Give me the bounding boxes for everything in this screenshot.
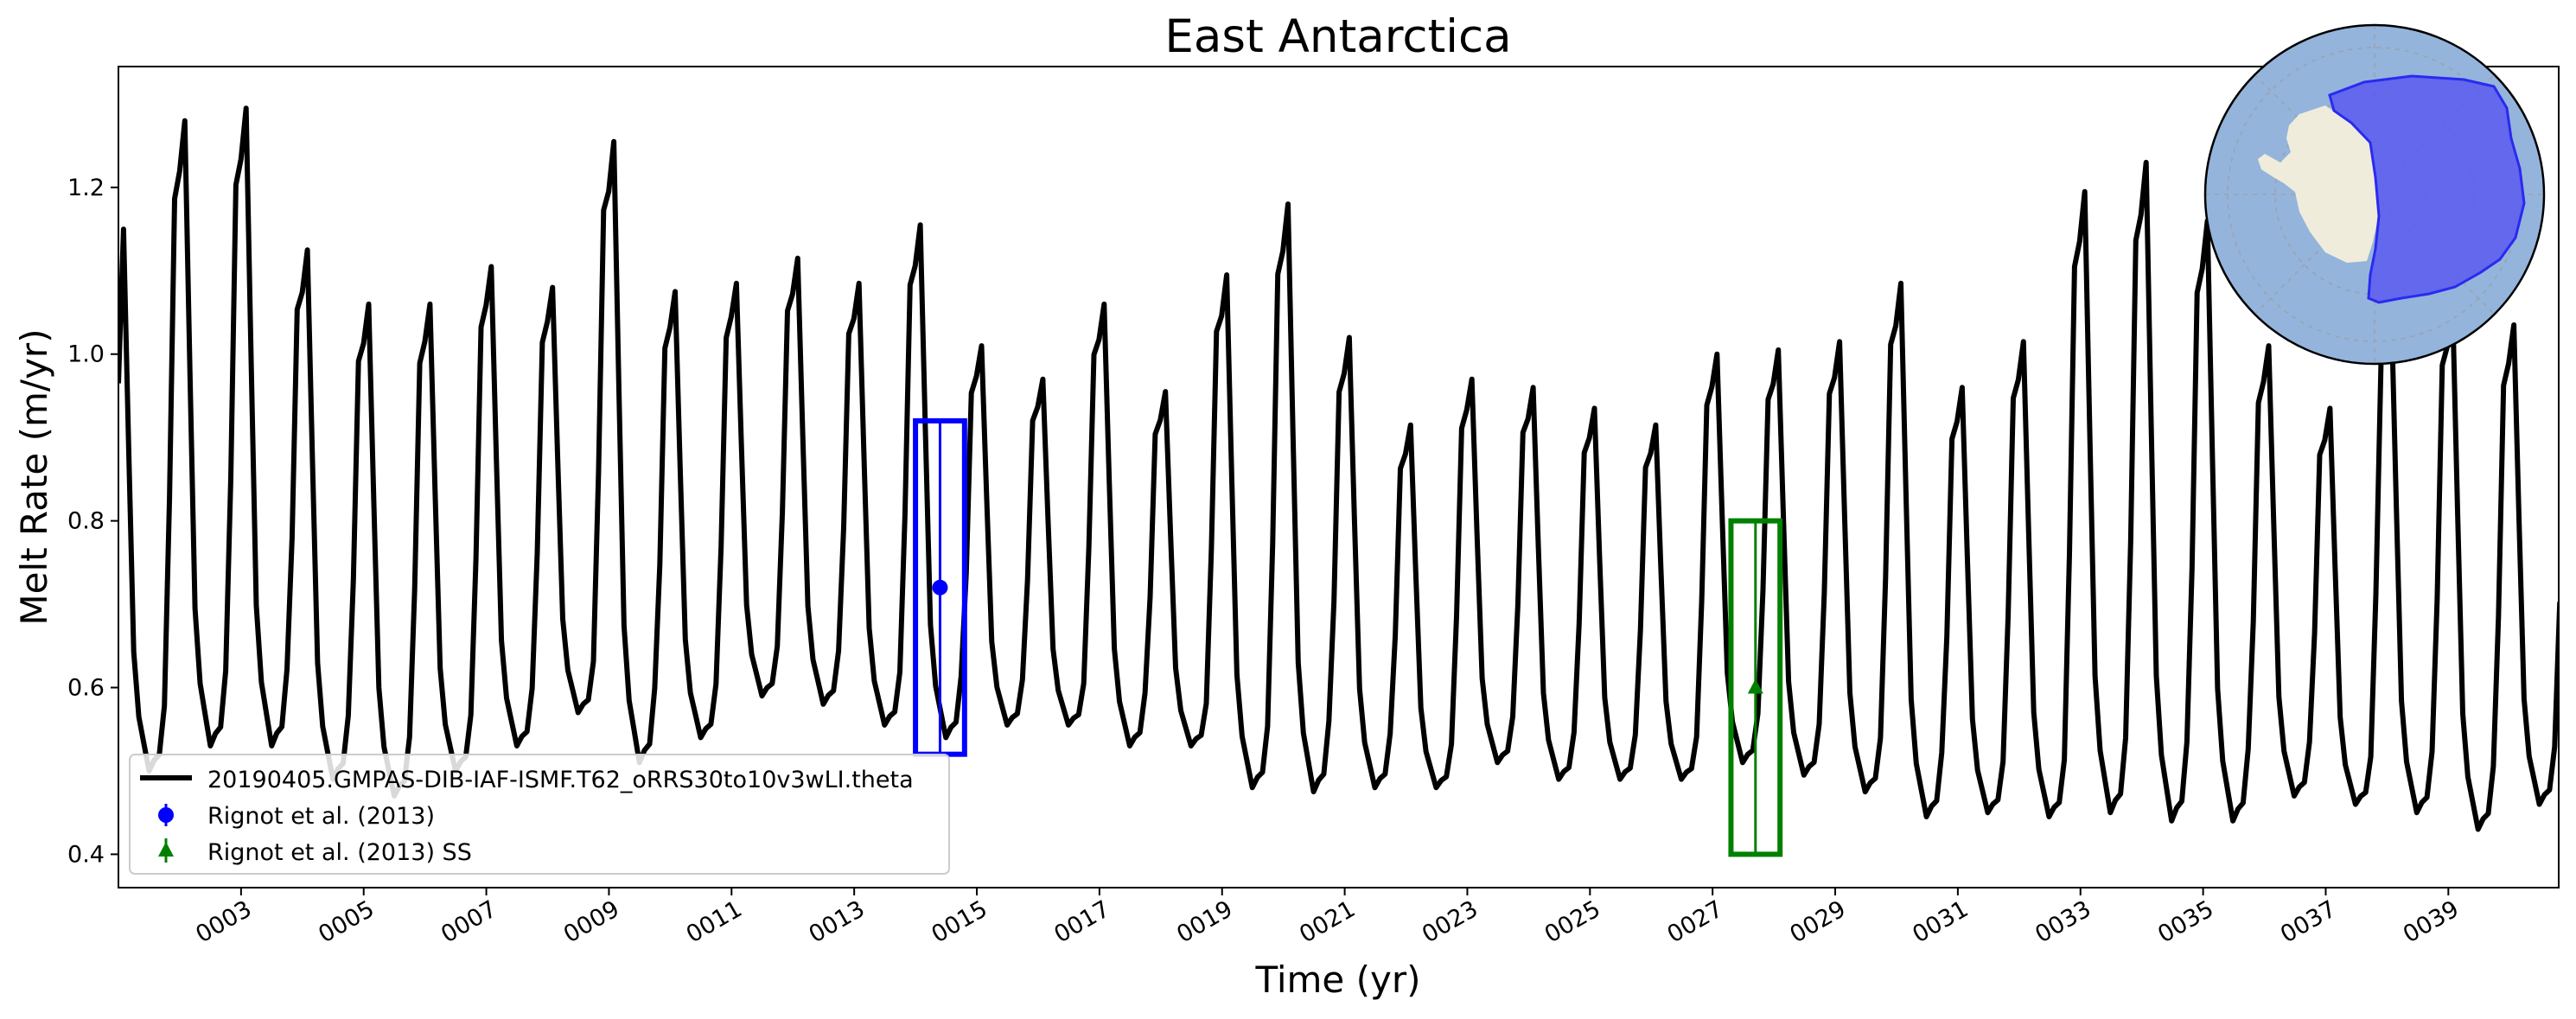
legend-box xyxy=(129,754,950,875)
x-tick-label: 0007 xyxy=(437,895,501,948)
plot-frame xyxy=(118,66,2560,888)
antarctica-west-land xyxy=(2258,105,2379,263)
y-tick-label: 0.6 xyxy=(67,675,105,702)
legend-label-model: 20190405.GMPAS-DIB-IAF-ISMF.T62_oRRS30to… xyxy=(207,767,914,793)
x-tick-label: 0011 xyxy=(682,895,747,948)
x-tick-label: 0013 xyxy=(805,895,870,948)
x-tick-label: 0021 xyxy=(1295,895,1360,948)
x-tick-label: 0003 xyxy=(191,895,256,948)
x-tick-label: 0033 xyxy=(2031,895,2095,948)
y-tick-label: 1.0 xyxy=(67,341,105,368)
x-tick-label: 0037 xyxy=(2276,895,2341,948)
x-tick-label: 0025 xyxy=(1540,895,1605,948)
x-tick-label: 0035 xyxy=(2153,895,2218,948)
melt-rate-line xyxy=(118,105,2559,832)
legend-obs-ss-swatch xyxy=(158,838,174,863)
x-tick-label: 0017 xyxy=(1049,895,1114,948)
legend-label-rignot: Rignot et al. (2013) xyxy=(207,803,435,830)
y-axis-label: Melt Rate (m/yr) xyxy=(13,328,55,625)
x-tick-label: 0023 xyxy=(1418,895,1482,948)
map-border xyxy=(2203,23,2546,366)
x-tick-label: 0031 xyxy=(1908,895,1973,948)
rignot-ss-point xyxy=(1747,678,1763,694)
x-tick-label: 0015 xyxy=(928,895,992,948)
legend-obs-swatch xyxy=(158,804,174,826)
x-tick-label: 0005 xyxy=(314,895,379,948)
legend: 20190405.GMPAS-DIB-IAF-ISMF.T62_oRRS30to… xyxy=(129,754,950,875)
x-axis-ticks: 0003 0005 0007 0009 0011 0013 0015 0017 0019 0021… xyxy=(191,888,2464,948)
x-tick-label: 0009 xyxy=(559,895,624,948)
x-tick-label: 0029 xyxy=(1786,895,1851,948)
y-tick-label: 0.4 xyxy=(67,841,105,868)
y-tick-label: 1.2 xyxy=(67,175,105,201)
inset-map xyxy=(2203,23,2546,366)
x-tick-label: 0027 xyxy=(1663,895,1728,948)
x-tick-label: 0019 xyxy=(1172,895,1237,948)
legend-label-rignot-ss: Rignot et al. (2013) SS xyxy=(207,839,472,866)
x-axis-label: Time (yr) xyxy=(1254,958,1420,1001)
y-axis-ticks: 0.4 0.6 0.8 1.0 1.2 xyxy=(67,175,118,868)
rignot-point xyxy=(932,579,948,595)
y-tick-label: 0.8 xyxy=(67,508,105,535)
east-antarctica-region xyxy=(2328,74,2526,304)
chart-title: East Antarctica xyxy=(1164,10,1511,63)
series-line-group xyxy=(118,105,2559,832)
observation-group xyxy=(913,417,1783,857)
x-tick-label: 0039 xyxy=(2399,895,2464,948)
